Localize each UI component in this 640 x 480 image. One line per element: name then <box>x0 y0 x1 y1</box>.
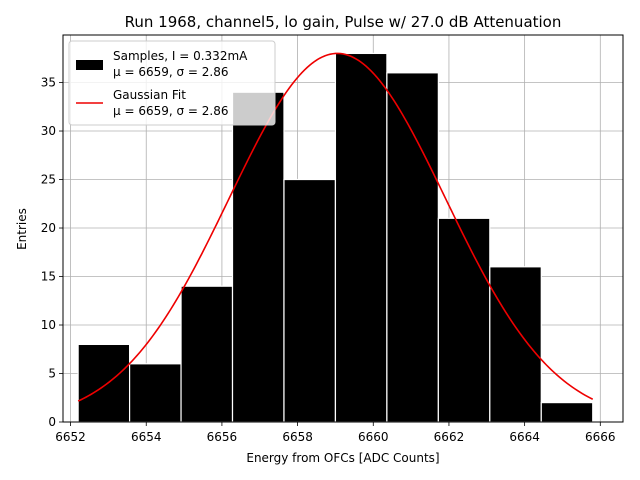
legend-histogram-swatch <box>76 60 103 70</box>
legend: Samples, I = 0.332mA μ = 6659, σ = 2.86 … <box>68 40 276 126</box>
axis-ticks: 6652 6654 6656 6658 6660 6662 6664 6666 0 5 10 15 20… <box>41 76 616 444</box>
x-tick-label: 6656 <box>207 430 238 444</box>
histogram-bar <box>489 266 542 423</box>
gaussian-fit <box>77 52 594 402</box>
histogram-bar <box>180 285 234 423</box>
x-tick-label: 6658 <box>282 430 313 444</box>
x-tick-label: 6664 <box>509 430 540 444</box>
x-tick-label: 6652 <box>55 430 86 444</box>
histogram-bar <box>437 217 491 423</box>
histogram-bar <box>128 363 182 423</box>
x-axis-label: Energy from OFCs [ADC Counts] <box>246 451 439 465</box>
chart-title: Run 1968, channel5, lo gain, Pulse w/ 27… <box>125 13 562 31</box>
x-tick-label: 6654 <box>131 430 162 444</box>
histogram-bar <box>540 402 594 423</box>
y-tick-label: 35 <box>41 76 56 90</box>
y-tick-label: 20 <box>41 221 56 235</box>
y-tick-label: 25 <box>41 173 56 187</box>
histogram-bar <box>77 343 131 423</box>
y-tick-label: 5 <box>48 367 56 381</box>
histogram-bar <box>334 52 388 423</box>
legend-histogram-label-line2: μ = 6659, σ = 2.86 <box>113 65 229 79</box>
legend-histogram-label-line1: Samples, I = 0.332mA <box>113 49 248 63</box>
y-axis-label: Entries <box>15 208 29 250</box>
x-tick-label: 6662 <box>434 430 465 444</box>
histogram-bar <box>386 72 439 423</box>
histogram-bar <box>283 178 337 423</box>
legend-fit-label-line1: Gaussian Fit <box>113 88 186 102</box>
legend-fit-label-line2: μ = 6659, σ = 2.86 <box>113 104 229 118</box>
plot-frame <box>62 34 624 423</box>
histogram-bars <box>77 52 594 423</box>
legend-box <box>68 40 276 126</box>
x-tick-label: 6666 <box>585 430 616 444</box>
gaussian-fit-line <box>77 52 594 402</box>
histogram-bar <box>231 91 285 423</box>
y-tick-label: 0 <box>48 415 56 429</box>
y-tick-label: 30 <box>41 124 56 138</box>
y-tick-label: 10 <box>41 318 56 332</box>
y-tick-label: 15 <box>41 270 56 284</box>
x-tick-label: 6660 <box>358 430 389 444</box>
